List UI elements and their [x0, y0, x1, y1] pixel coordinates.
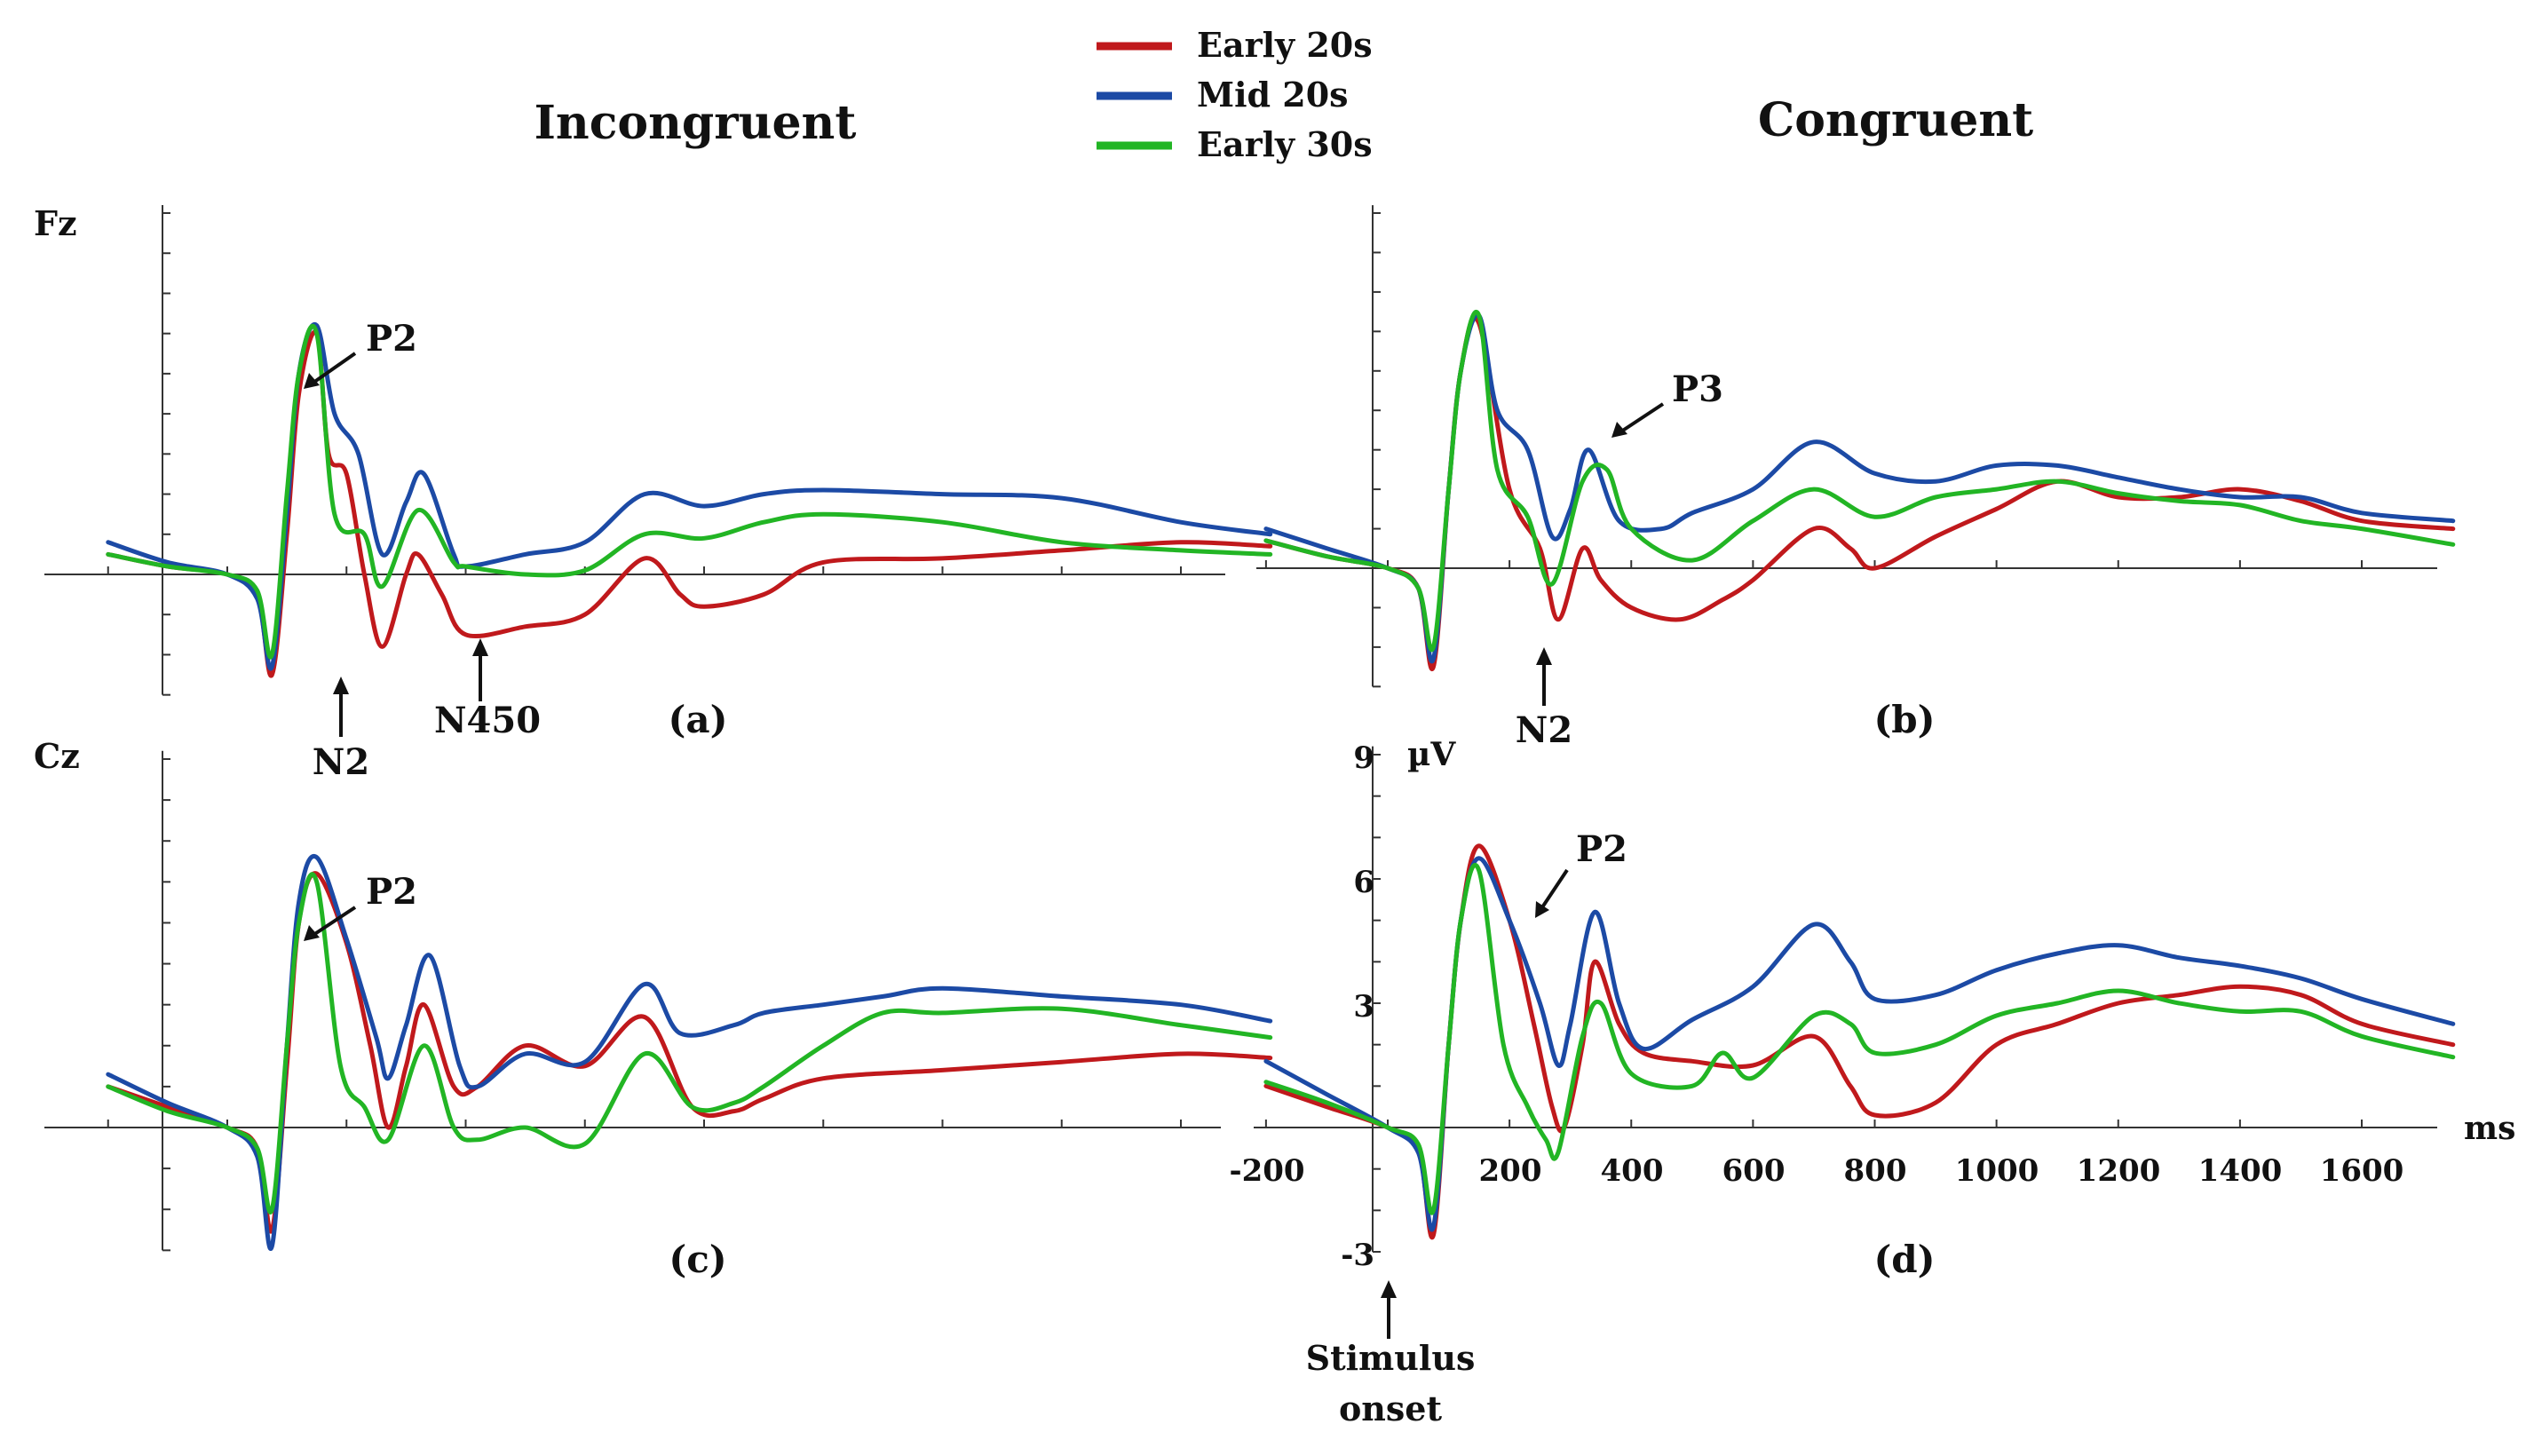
legend-label-mid-20s: Mid 20s [1197, 75, 1349, 115]
x-tick-label-1000: 1000 [1955, 1153, 2039, 1189]
series-line-c-early-30s [106, 872, 1273, 1215]
annotation-a-n2-label: N2 [313, 741, 369, 783]
panel-c [44, 750, 1273, 1252]
series-line-b-early-20s [1263, 315, 2456, 672]
annotation-a-n2: N2 [313, 677, 369, 783]
annotation-a-p2-label: P2 [366, 318, 417, 360]
annotation-stimulus-onset-line1: Stimulus [1306, 1338, 1476, 1378]
series-line-d-early-30s [1263, 862, 2456, 1215]
panel-label-d: (d) [1873, 1238, 1935, 1281]
x-tick-label-600: 600 [1722, 1153, 1786, 1189]
annotation-b-n2-label: N2 [1516, 709, 1572, 751]
legend-label-early-30s: Early 30s [1197, 124, 1373, 164]
series-line-b-early-30s [1263, 310, 2456, 653]
y-unit-label: µV [1407, 736, 1456, 773]
panel-label-c: (c) [669, 1238, 726, 1281]
panel-label-a: (a) [669, 698, 728, 741]
y-tick-label-9: 9 [1353, 740, 1374, 776]
panel-b [1256, 205, 2456, 688]
y-tick-label-3: 3 [1353, 989, 1374, 1025]
annotation-b-n2: N2 [1516, 647, 1572, 751]
y-tick-label-neg3: -3 [1341, 1238, 1374, 1273]
annotation-a-n450: N450 [434, 638, 541, 741]
x-tick-label-800: 800 [1844, 1153, 1907, 1189]
annotation-b-p3-label: P3 [1672, 368, 1723, 410]
annotation-d-p2: P2 [1535, 828, 1627, 918]
series-line-a-early-30s [106, 324, 1273, 660]
x-tick-label-200: 200 [1479, 1153, 1542, 1189]
x-tick-label-400: 400 [1601, 1153, 1664, 1189]
panel-label-b: (b) [1873, 698, 1935, 741]
series-line-b-mid-20s [1263, 313, 2456, 664]
row-label-fz: Fz [34, 203, 77, 243]
x-tick-label-neg200: -200 [1229, 1153, 1304, 1189]
annotation-c-p2-label: P2 [366, 871, 417, 913]
row-label-cz: Cz [34, 736, 80, 776]
legend: Early 20s Mid 20s Early 30s [1097, 25, 1373, 164]
y-tick-label-6: 6 [1353, 865, 1374, 900]
series-line-a-mid-20s [106, 321, 1273, 671]
annotation-b-p3: P3 [1611, 368, 1723, 438]
panel-d [1254, 746, 2456, 1253]
series-line-c-mid-20s [106, 853, 1273, 1251]
x-tick-label-1400: 1400 [2198, 1153, 2283, 1189]
x-tick-label-1600: 1600 [2320, 1153, 2404, 1189]
panel-a [44, 204, 1273, 696]
legend-label-early-20s: Early 20s [1197, 25, 1373, 65]
column-title-congruent: Congruent [1758, 93, 2033, 147]
annotation-stimulus-onset: Stimulus onset [1306, 1280, 1476, 1428]
column-title-incongruent: Incongruent [535, 96, 857, 150]
x-unit-label: ms [2464, 1110, 2515, 1147]
x-tick-label-1200: 1200 [2077, 1153, 2161, 1189]
series-line-c-early-20s [106, 871, 1273, 1234]
annotation-a-n450-label: N450 [434, 700, 541, 741]
panel-d-axis-text: µV ms 9 6 3 -3 -200 200 400 600 800 1000… [1229, 736, 2515, 1273]
annotation-c-p2: P2 [304, 871, 417, 941]
annotation-a-p2: P2 [304, 318, 417, 389]
annotation-stimulus-onset-line2: onset [1339, 1389, 1443, 1428]
annotation-d-p2-label: P2 [1576, 828, 1627, 870]
